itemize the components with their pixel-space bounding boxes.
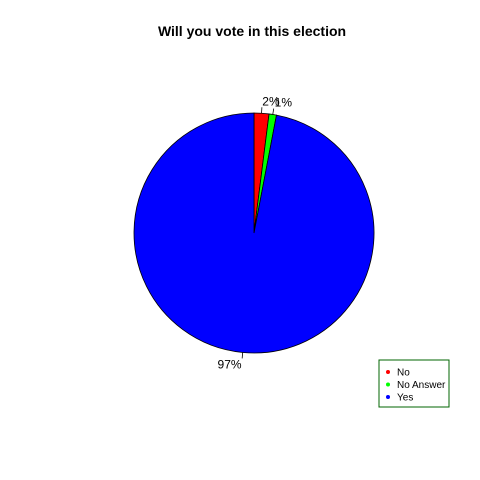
legend-label: No Answer	[397, 380, 446, 391]
chart-title: Will you vote in this election	[158, 23, 346, 39]
legend-marker	[386, 370, 390, 374]
pie-slices	[133, 112, 375, 354]
slice-labels: 2%1% 97%	[218, 94, 293, 371]
legend-label: No	[397, 368, 410, 379]
slice-label-tick	[272, 108, 275, 115]
pie-slice-yes	[133, 112, 375, 354]
legend-box	[378, 359, 450, 408]
slice-label-tick	[241, 352, 244, 359]
legend-marker	[386, 395, 390, 399]
legend-marker	[386, 382, 390, 387]
legend-label: Yes	[397, 393, 413, 404]
slice-label: 97%	[218, 357, 242, 371]
slice-label: 1%	[275, 96, 293, 110]
slice-label: 2%	[262, 94, 280, 108]
